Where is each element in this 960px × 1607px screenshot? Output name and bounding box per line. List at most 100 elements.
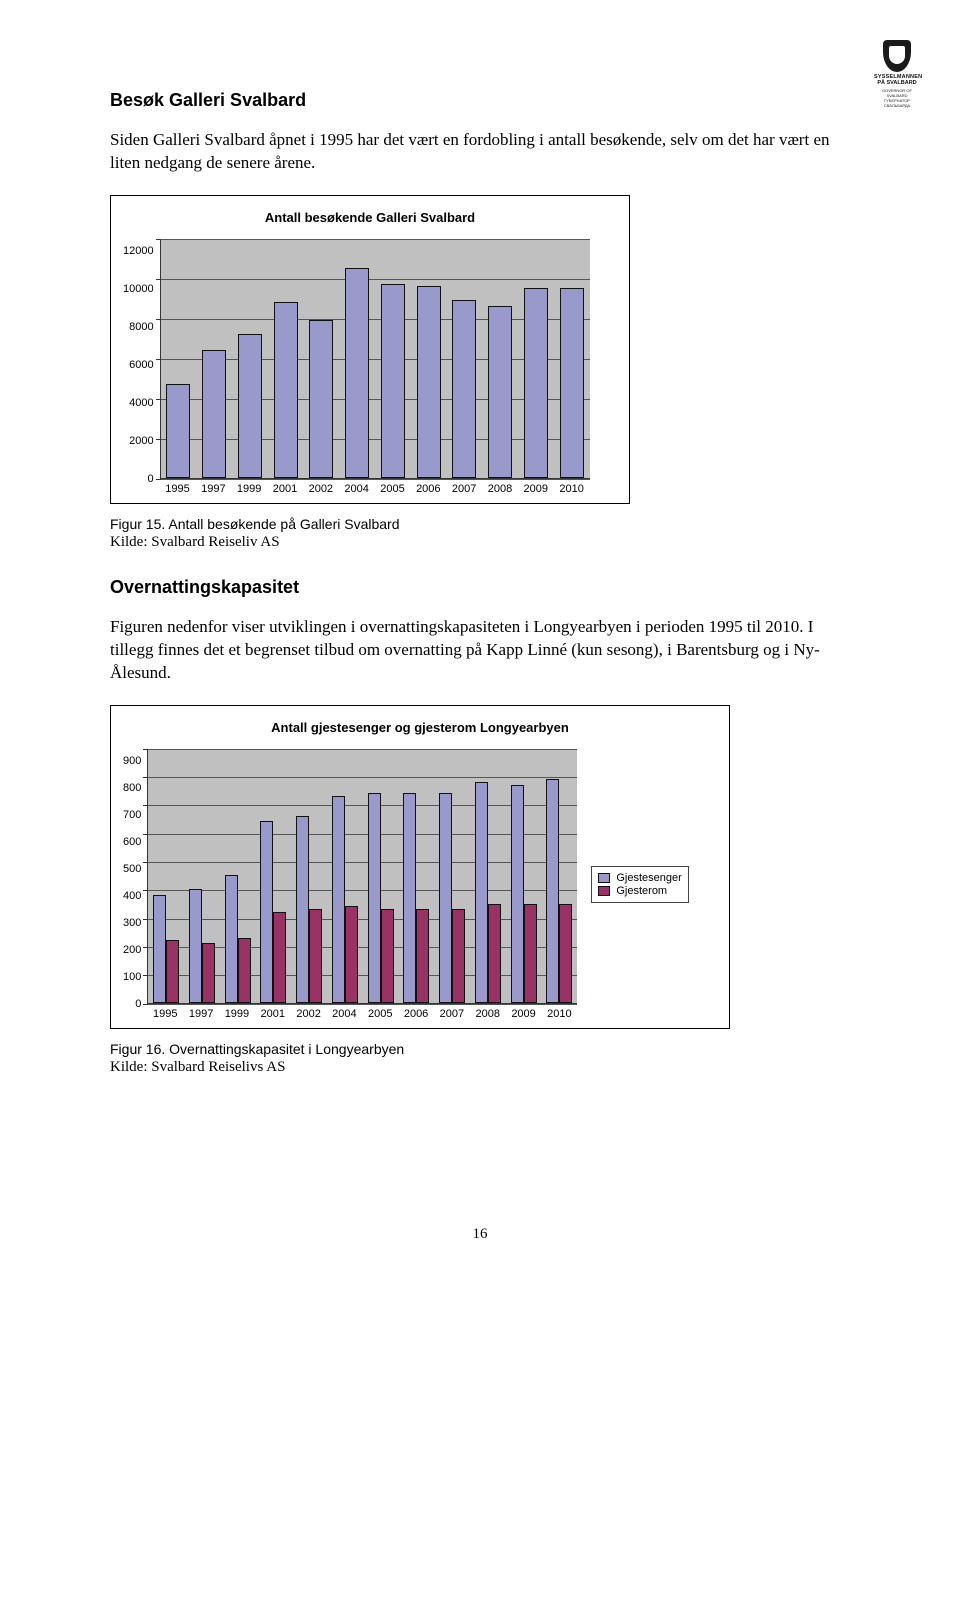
bar: [488, 306, 512, 478]
logo-line-3: GOVERNOR OF SVALBARD: [874, 88, 920, 98]
ytick-label: 6000: [129, 359, 153, 371]
heading-visits: Besøk Galleri Svalbard: [110, 90, 850, 111]
xtick-label: 2001: [267, 483, 303, 495]
ytick-label: 4000: [129, 397, 153, 409]
ytick-label: 400: [123, 890, 141, 902]
legend-swatch: [598, 873, 610, 883]
figure-16-source: Kilde: Svalbard Reiselivs AS: [110, 1059, 850, 1076]
figure-16-caption: Figur 16. Overnattingskapasitet i Longye…: [110, 1041, 850, 1057]
bar: [416, 909, 429, 1003]
bar: [189, 889, 202, 1002]
bar: [368, 793, 381, 1003]
ytick-label: 2000: [129, 435, 153, 447]
bar: [202, 943, 215, 1003]
xtick-label: 2005: [375, 483, 411, 495]
ytick-label: 600: [123, 836, 141, 848]
xtick-label: 2004: [327, 1008, 363, 1020]
xtick-label: 2007: [446, 483, 482, 495]
xtick-label: 2005: [362, 1008, 398, 1020]
bar: [475, 782, 488, 1003]
bar: [511, 785, 524, 1003]
bar: [488, 904, 501, 1003]
paragraph-visits: Siden Galleri Svalbard åpnet i 1995 har …: [110, 129, 850, 175]
ytick-label: 12000: [123, 245, 154, 257]
legend-label: Gjestesenger: [616, 872, 681, 884]
ytick-label: 0: [147, 473, 153, 485]
bar: [166, 940, 179, 1002]
bar: [452, 300, 476, 478]
legend-label: Gjesterom: [616, 885, 667, 897]
legend-item: Gjesterom: [598, 885, 681, 897]
logo-line-4: ГУБЕРНАТОР СВАЛЬБАРДА: [874, 98, 920, 108]
xtick-label: 1995: [160, 483, 196, 495]
paragraph-capacity: Figuren nedenfor viser utviklingen i ove…: [110, 616, 850, 685]
ytick-label: 10000: [123, 283, 154, 295]
figure-15-caption: Figur 15. Antall besøkende på Galleri Sv…: [110, 516, 850, 532]
bar: [296, 816, 309, 1003]
bar: [238, 334, 262, 478]
bar: [166, 384, 190, 478]
chart-capacity-ylabels: 9008007006005004003002001000: [123, 749, 147, 1004]
xtick-label: 2002: [291, 1008, 327, 1020]
page-number: 16: [110, 1226, 850, 1243]
bar: [403, 793, 416, 1003]
bar: [345, 906, 358, 1002]
xtick-label: 1997: [183, 1008, 219, 1020]
chart-capacity-xlabels: 1995199719992001200220042005200620072008…: [147, 1008, 577, 1020]
ytick-label: 700: [123, 809, 141, 821]
bar: [260, 821, 273, 1002]
chart-capacity-title: Antall gjestesenger og gjesterom Longyea…: [123, 720, 717, 735]
xtick-label: 1995: [147, 1008, 183, 1020]
xtick-label: 2009: [506, 1008, 542, 1020]
xtick-label: 1997: [195, 483, 231, 495]
ytick-label: 500: [123, 863, 141, 875]
ytick-label: 300: [123, 917, 141, 929]
xtick-label: 2009: [518, 483, 554, 495]
heading-capacity: Overnattingskapasitet: [110, 577, 850, 598]
bar: [439, 793, 452, 1003]
legend-item: Gjestesenger: [598, 872, 681, 884]
bar: [225, 875, 238, 1003]
xtick-label: 2007: [434, 1008, 470, 1020]
xtick-label: 2001: [255, 1008, 291, 1020]
bar: [560, 288, 584, 478]
bar: [381, 284, 405, 478]
chart-capacity-plot: [147, 749, 577, 1004]
xtick-label: 2004: [339, 483, 375, 495]
figure-15-source: Kilde: Svalbard Reiseliv AS: [110, 534, 850, 551]
logo-line-2: PÅ SVALBARD: [874, 80, 920, 86]
bar: [309, 909, 322, 1003]
legend-swatch: [598, 886, 610, 896]
bar: [332, 796, 345, 1003]
chart-visitors-title: Antall besøkende Galleri Svalbard: [123, 210, 617, 225]
bar: [559, 904, 572, 1003]
chart-capacity: Antall gjestesenger og gjesterom Longyea…: [110, 705, 730, 1029]
ytick-label: 200: [123, 944, 141, 956]
ytick-label: 900: [123, 755, 141, 767]
xtick-label: 2002: [303, 483, 339, 495]
xtick-label: 2010: [554, 483, 590, 495]
bar: [238, 938, 251, 1003]
bar: [153, 895, 166, 1003]
xtick-label: 2008: [482, 483, 518, 495]
xtick-label: 2010: [541, 1008, 577, 1020]
bar: [417, 286, 441, 478]
page: SYSSELMANNEN PÅ SVALBARD GOVERNOR OF SVA…: [0, 0, 960, 1283]
chart-capacity-legend: GjestesengerGjesterom: [591, 866, 688, 903]
chart-visitors-plot: [160, 239, 590, 479]
bar: [202, 350, 226, 478]
xtick-label: 2006: [410, 483, 446, 495]
bar: [452, 909, 465, 1003]
bar: [274, 302, 298, 478]
xtick-label: 2008: [470, 1008, 506, 1020]
ytick-label: 0: [135, 998, 141, 1010]
bar: [381, 909, 394, 1003]
bar: [524, 904, 537, 1003]
xtick-label: 2006: [398, 1008, 434, 1020]
ytick-label: 8000: [129, 321, 153, 333]
ytick-label: 100: [123, 971, 141, 983]
bar: [524, 288, 548, 478]
xtick-label: 1999: [219, 1008, 255, 1020]
bar: [345, 268, 369, 478]
bar: [546, 779, 559, 1003]
